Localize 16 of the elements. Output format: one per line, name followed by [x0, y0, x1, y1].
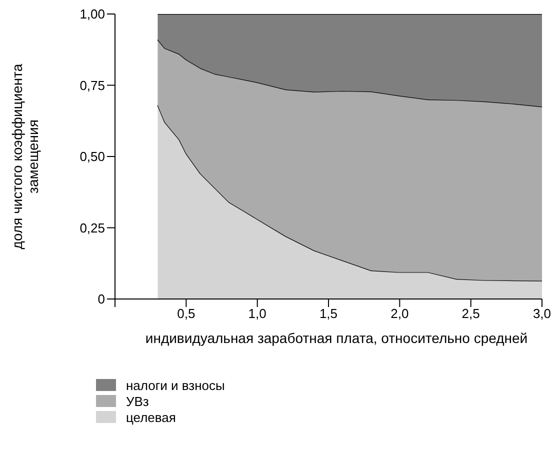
y-tick-label: 0,50	[80, 149, 105, 164]
y-tick-label: 1,00	[80, 6, 105, 22]
y-tick-label: 0,25	[80, 220, 105, 236]
x-tick-label: 1,0	[248, 306, 266, 322]
x-tick-label: 0,5	[177, 306, 196, 322]
x-tick-label: 2,5	[462, 306, 480, 322]
x-tick-label: 1,5	[319, 306, 338, 322]
legend-label: налоги и взносы	[126, 378, 225, 392]
x-tick-label: 2,0	[390, 306, 409, 322]
x-tick-label: 3,0	[532, 306, 552, 322]
legend-label: целевая	[126, 410, 176, 424]
y-tick-label: 0	[98, 292, 105, 307]
x-axis-title: индивидуальная заработная плата, относительно средней	[145, 330, 528, 346]
y-tick-label: 0,75	[80, 78, 105, 93]
y-axis-title: доля чистого коэффициента замещения	[9, 64, 41, 250]
legend-label: УВз	[126, 394, 149, 408]
